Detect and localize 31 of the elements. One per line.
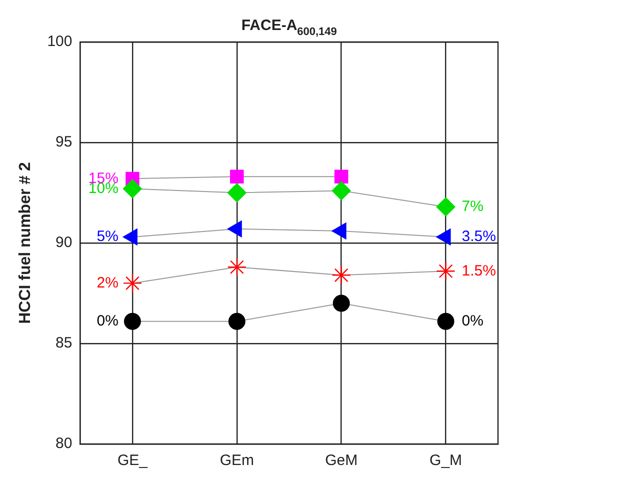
x-tick-label: G_M xyxy=(430,452,462,470)
y-tick-label: 90 xyxy=(56,234,72,252)
point xyxy=(436,197,456,216)
point xyxy=(124,312,141,330)
point xyxy=(437,312,454,330)
point xyxy=(227,183,246,202)
point xyxy=(334,170,348,184)
point xyxy=(436,262,456,281)
point xyxy=(228,312,246,330)
annotation: 0% xyxy=(96,312,118,330)
point xyxy=(332,181,351,200)
point xyxy=(227,258,246,277)
point xyxy=(332,266,351,285)
annotation: 7% xyxy=(462,198,484,215)
y-tick-label: 95 xyxy=(56,134,72,151)
point xyxy=(122,179,142,198)
point xyxy=(230,170,244,184)
x-tick-label: GeM xyxy=(325,452,358,470)
annotation: 3.5% xyxy=(462,228,496,246)
x-tick-label: GE_ xyxy=(117,452,148,470)
y-tick-label: 80 xyxy=(56,435,72,452)
y-tick-label: 100 xyxy=(47,33,72,50)
annotation: 2% xyxy=(96,274,118,292)
y-axis-title: HCCI fuel number # 2 xyxy=(17,162,34,324)
annotation: 1.5% xyxy=(462,262,496,280)
x-tick-label: GEm xyxy=(220,452,254,470)
point xyxy=(332,294,350,312)
annotation: 5% xyxy=(96,228,118,246)
y-tick-label: 85 xyxy=(56,334,72,352)
annotation: 0% xyxy=(462,312,484,330)
point xyxy=(122,274,142,293)
